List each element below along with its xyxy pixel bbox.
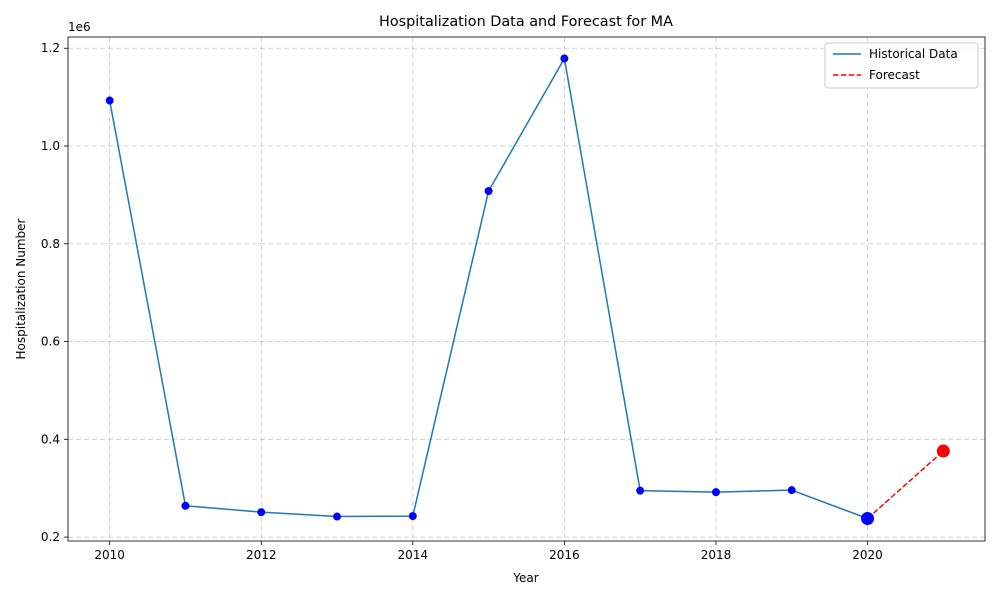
forecast-line <box>867 450 944 520</box>
y-tick-label: 0.8 <box>41 237 60 251</box>
legend-historical-label: Historical Data <box>869 47 958 61</box>
x-tick-label: 2016 <box>549 548 580 562</box>
y-tick-label: 1.2 <box>41 41 60 55</box>
x-tick-label: 2020 <box>852 548 883 562</box>
x-tick-label: 2014 <box>398 548 429 562</box>
y-tick-label: 0.2 <box>41 530 60 544</box>
legend-frame <box>824 42 979 89</box>
y-tick-label: 0.4 <box>41 432 60 446</box>
x-tick-label: 2012 <box>246 548 277 562</box>
historical-data-point <box>408 512 417 521</box>
historical-data-point <box>787 486 796 495</box>
legend-forecast-label: Forecast <box>869 68 920 82</box>
y-tick-label: 1.0 <box>41 139 60 153</box>
x-axis-label: Year <box>512 571 538 585</box>
y-tick-label: 0.6 <box>41 335 60 349</box>
x-tick-label: 2018 <box>701 548 732 562</box>
historical-data-point <box>484 186 493 195</box>
historical-data-point <box>711 488 720 497</box>
historical-data-point <box>257 508 266 517</box>
x-tick-label: 2010 <box>94 548 125 562</box>
historical-data-point <box>636 486 645 495</box>
historical-data-point <box>333 512 342 521</box>
series-layer <box>105 54 950 526</box>
y-axis-offset-label: 1e6 <box>68 20 91 34</box>
forecast-point <box>936 444 950 458</box>
historical-last-point <box>861 512 875 526</box>
legend: Historical Data Forecast <box>824 42 979 89</box>
historical-data-point <box>181 501 190 510</box>
chart-title: Hospitalization Data and Forecast for MA <box>379 14 673 30</box>
plot-area <box>68 37 985 541</box>
historical-data-point <box>105 96 114 105</box>
plot-frame <box>67 36 986 542</box>
ticks: 2010 2012 2014 2016 2018 2020 0.2 0.4 0.6 0.8 1.0 1… <box>41 41 883 562</box>
grid <box>68 37 985 541</box>
historical-data-point <box>560 54 569 63</box>
y-axis-label: Hospitalization Number <box>14 218 28 359</box>
